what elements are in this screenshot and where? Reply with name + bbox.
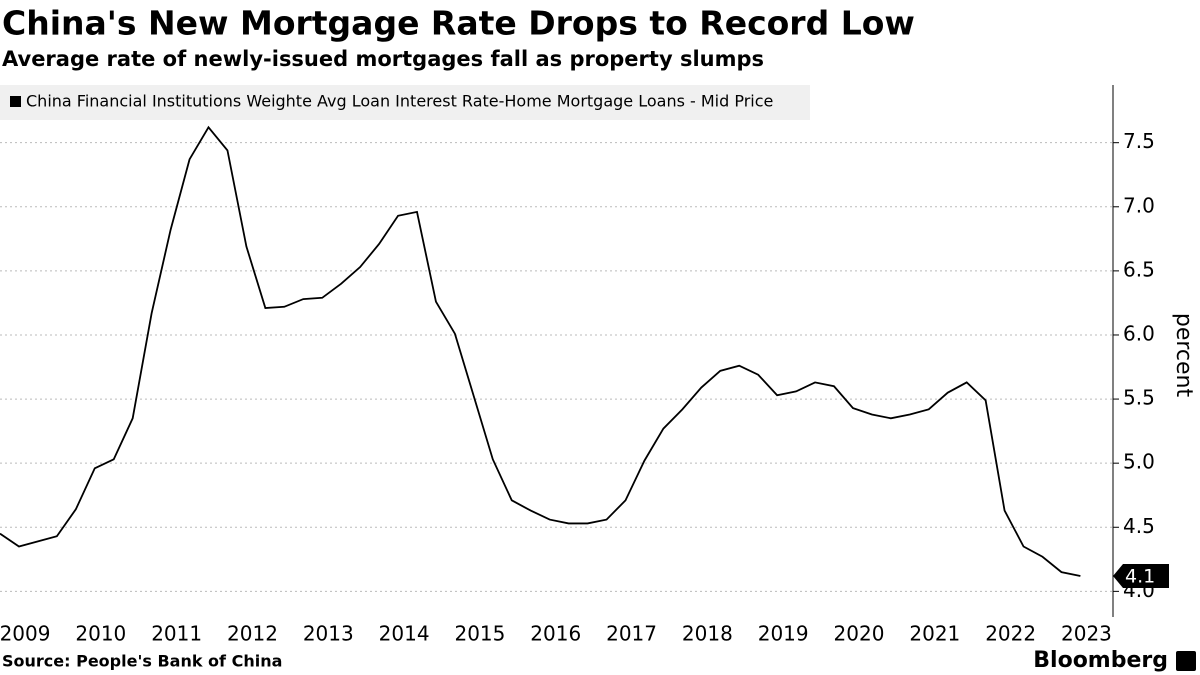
x-tick-label: 2021 [909,622,960,646]
brand: Bloomberg [1033,648,1168,673]
x-tick-label: 2012 [227,622,278,646]
chart-subtitle: Average rate of newly-issued mortgages f… [2,47,764,71]
y-tick-label: 5.0 [1123,450,1155,474]
x-tick-label: 2010 [75,622,126,646]
x-tick-label: 2009 [0,622,50,646]
chart-title: China's New Mortgage Rate Drops to Recor… [2,4,915,43]
y-tick-label: 4.5 [1123,514,1155,538]
x-tick-label: 2018 [682,622,733,646]
legend-swatch [10,96,21,107]
x-tick-label: 2019 [758,622,809,646]
y-tick-label: 6.0 [1123,321,1155,345]
y-tick-label: 7.5 [1123,129,1155,153]
x-tick-label: 2011 [151,622,202,646]
x-tick-label: 2023 [1061,622,1112,646]
x-tick-label: 2014 [379,622,430,646]
line [0,125,1081,577]
x-tick-label: 2020 [834,622,885,646]
legend-box [0,85,810,120]
y-axis-label: percent [1171,313,1196,398]
x-tick-label: 2013 [303,622,354,646]
y-tick-label: 7.0 [1123,193,1155,217]
value-label: 4.1 [1125,565,1155,587]
legend-label: China Financial Institutions Weighte Avg… [26,92,773,111]
y-tick-label: 6.5 [1123,257,1155,281]
x-tick-label: 2017 [606,622,657,646]
value-tag [1113,563,1169,588]
source: Source: People's Bank of China [2,652,282,671]
brand-icon [1176,651,1196,671]
x-tick-label: 2016 [530,622,581,646]
x-tick-label: 2022 [985,622,1036,646]
x-tick-label: 2015 [454,622,505,646]
y-tick-label: 5.5 [1123,386,1155,410]
